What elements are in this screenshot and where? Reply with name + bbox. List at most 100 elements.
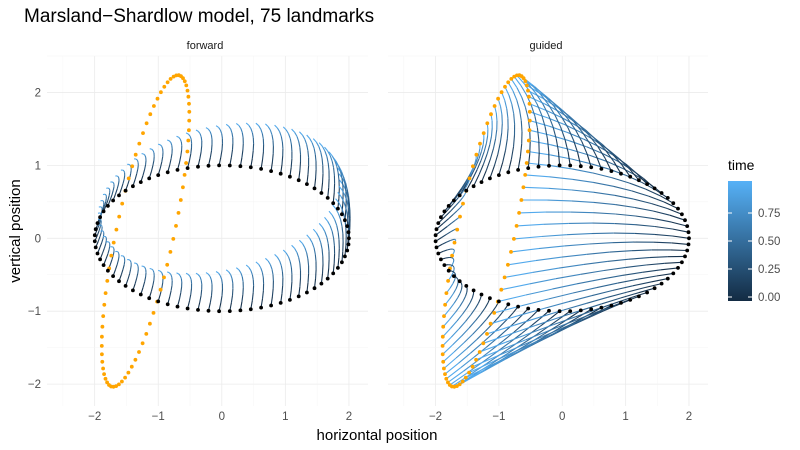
trajectory-segment (577, 152, 582, 167)
trajectory-segment (612, 285, 633, 291)
trajectory-segment (611, 177, 630, 184)
trajectory-segment (107, 195, 110, 201)
trajectory-segment (230, 274, 233, 279)
trajectory-segment (238, 269, 242, 274)
target-landmark-point (499, 287, 504, 292)
trajectory-segment (105, 253, 109, 260)
trajectory-segment (296, 136, 300, 142)
trajectory-segment (298, 131, 303, 136)
trajectory-segment (105, 198, 107, 202)
trajectory-segment (547, 104, 556, 116)
trajectory-segment (228, 125, 232, 130)
trajectory-segment (225, 123, 230, 127)
target-landmark-point (100, 359, 105, 364)
trajectory-segment (327, 220, 331, 227)
trajectory-segment (612, 241, 634, 244)
target-landmark-point (117, 382, 121, 387)
trajectory-segment (269, 130, 273, 135)
start-landmark-point (536, 164, 541, 169)
trajectory-segment (477, 298, 482, 304)
trajectory-segment (648, 195, 665, 203)
target-landmark-point (440, 344, 445, 348)
trajectory-segment (547, 114, 554, 127)
start-landmark-point (312, 186, 317, 191)
target-landmark-point (458, 214, 462, 219)
trajectory-segment (306, 234, 311, 239)
target-landmark-point (99, 344, 104, 348)
trajectory-segment (347, 207, 350, 216)
trajectory-segment (670, 249, 688, 252)
trajectory-segment (167, 139, 170, 142)
trajectory-segment (510, 146, 515, 160)
trajectory-segment (443, 357, 457, 369)
trajectory-segment (333, 167, 335, 176)
trajectory-segment (168, 272, 172, 275)
start-landmark-point (325, 276, 330, 281)
trajectory-segment (634, 232, 655, 235)
start-landmark-point (479, 180, 484, 185)
trajectory-segment (331, 155, 336, 161)
trajectory-segment (178, 292, 182, 300)
start-landmark-point (343, 254, 347, 259)
trajectory-segment (478, 148, 481, 154)
trajectory-segment (622, 271, 643, 276)
trajectory-segment (112, 247, 115, 250)
target-landmark-point (185, 88, 190, 93)
trajectory-segment (651, 202, 668, 210)
target-landmark-point (446, 279, 450, 283)
target-landmark-point (165, 80, 170, 85)
target-landmark-point (503, 84, 507, 89)
trajectory-segment (307, 273, 310, 283)
trajectory-segment (645, 188, 661, 197)
start-landmark-point (676, 266, 680, 270)
trajectory-segment (451, 261, 455, 266)
trajectory-segment (474, 302, 479, 309)
trajectory-segment (669, 214, 686, 221)
trajectory-segment (120, 269, 124, 275)
start-landmark-point (671, 201, 676, 206)
target-landmark-point (442, 314, 446, 318)
trajectory-segment (454, 217, 459, 221)
trajectory-segment (571, 168, 593, 174)
trajectory-segment (151, 268, 154, 271)
start-landmark-point (296, 178, 301, 183)
trajectory-segment (441, 233, 447, 238)
trajectory-segment (306, 134, 311, 139)
trajectory-segment (466, 338, 478, 349)
start-landmark-point (101, 263, 106, 267)
trajectory-segment (255, 122, 260, 127)
target-landmark-point (184, 83, 189, 88)
trajectory-segment (558, 108, 569, 120)
trajectory-segment (230, 149, 234, 158)
trajectory-segment (536, 103, 543, 116)
trajectory-segment (315, 232, 320, 238)
start-landmark-point (117, 193, 121, 198)
trajectory-segment (120, 183, 124, 190)
start-landmark-point (568, 163, 573, 168)
trajectory-segment (470, 166, 477, 176)
trajectory-segment (189, 276, 192, 280)
trajectory-segment (107, 249, 110, 255)
trajectory-segment (200, 146, 203, 153)
trajectory-segment (453, 297, 459, 304)
target-landmark-point (519, 198, 524, 202)
start-landmark-point (238, 308, 243, 313)
trajectory-segment (116, 259, 119, 265)
trajectory-segment (333, 238, 335, 246)
trajectory-segment (567, 118, 576, 131)
start-landmark-point (305, 290, 309, 295)
target-landmark-point (481, 341, 486, 346)
trajectory-segment (550, 154, 572, 160)
trajectory-segment (491, 306, 497, 313)
trajectory-segment (178, 136, 181, 140)
trajectory-segment (643, 178, 655, 189)
trajectory-segment (281, 285, 284, 294)
target-landmark-point (100, 334, 104, 339)
trajectory-segment (267, 126, 271, 131)
trajectory-segment (326, 156, 329, 164)
trajectory-segment (617, 278, 638, 284)
target-landmark-point (477, 350, 482, 354)
target-landmark-point (148, 321, 152, 326)
target-landmark-point (442, 366, 446, 371)
target-landmark-point (130, 164, 135, 169)
